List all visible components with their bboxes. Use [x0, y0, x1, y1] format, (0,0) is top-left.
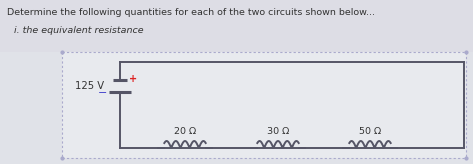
- Text: 20 Ω: 20 Ω: [174, 127, 196, 136]
- Text: 50 Ω: 50 Ω: [359, 127, 381, 136]
- Bar: [0, 0, 473, 52]
- Text: i. the equivalent resistance: i. the equivalent resistance: [14, 26, 144, 35]
- Text: 125 V: 125 V: [75, 81, 104, 91]
- Text: +: +: [129, 74, 137, 84]
- Text: 30 Ω: 30 Ω: [267, 127, 289, 136]
- Text: Determine the following quantities for each of the two circuits shown below...: Determine the following quantities for e…: [7, 8, 375, 17]
- Bar: [62, 52, 466, 158]
- Text: −: −: [97, 88, 107, 98]
